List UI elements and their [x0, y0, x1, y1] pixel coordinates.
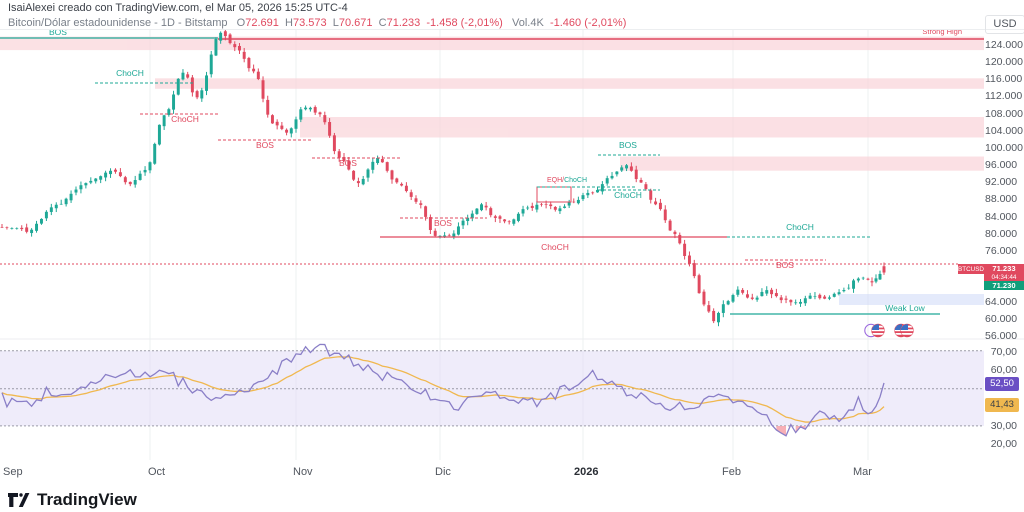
svg-text:BOS: BOS — [434, 218, 452, 228]
svg-text:BOS: BOS — [49, 27, 67, 37]
svg-text:ChoCH: ChoCH — [116, 68, 144, 78]
svg-text:ChoCH: ChoCH — [786, 222, 814, 232]
svg-text:ChoCH: ChoCH — [171, 114, 199, 124]
svg-text:BOS: BOS — [619, 140, 637, 150]
svg-text:ChoCH: ChoCH — [614, 190, 642, 200]
svg-text:Strong High: Strong High — [922, 27, 962, 36]
svg-text:BOS: BOS — [776, 260, 794, 270]
svg-text:BOS: BOS — [339, 158, 357, 168]
svg-text:EQH/ChoCH: EQH/ChoCH — [547, 177, 587, 184]
svg-text:BOS: BOS — [256, 140, 274, 150]
svg-text:BTCUSD: BTCUSD — [958, 266, 984, 273]
svg-text:04:34:44: 04:34:44 — [992, 274, 1017, 281]
svg-text:ChoCH: ChoCH — [541, 242, 569, 252]
svg-text:71.230: 71.230 — [992, 281, 1015, 290]
svg-text:71.233: 71.233 — [992, 264, 1015, 273]
